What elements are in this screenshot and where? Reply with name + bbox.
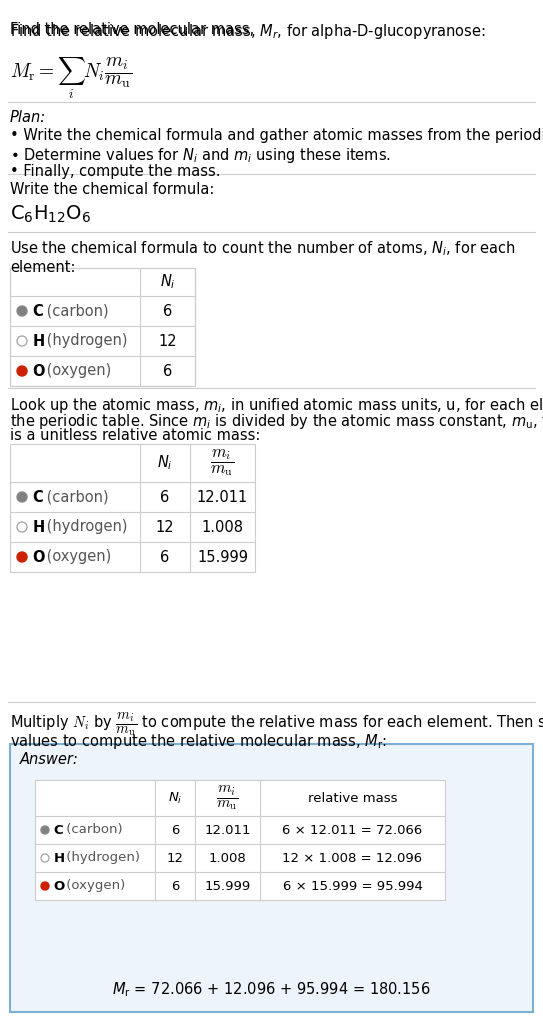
Text: 6: 6 (160, 489, 169, 505)
Text: • Write the chemical formula and gather atomic masses from the periodic table.: • Write the chemical formula and gather … (10, 128, 543, 143)
Text: 15.999: 15.999 (204, 879, 251, 893)
Text: $\bf{O}$: $\bf{O}$ (32, 363, 46, 379)
Text: 6: 6 (163, 363, 172, 379)
Text: • Determine values for $N_i$ and $m_i$ using these items.: • Determine values for $N_i$ and $m_i$ u… (10, 146, 391, 165)
Text: Find the relative molecular mass, $M_r$, for alpha-D-glucopyranose:: Find the relative molecular mass, $M_r$,… (10, 22, 486, 41)
Text: 12: 12 (158, 333, 177, 349)
Text: (oxygen): (oxygen) (62, 879, 125, 893)
Text: Find the relative molecular mass,: Find the relative molecular mass, (10, 22, 259, 37)
Text: (carbon): (carbon) (42, 303, 109, 319)
Text: 12.011: 12.011 (197, 489, 248, 505)
Text: $N_i$: $N_i$ (160, 272, 175, 291)
Text: $\dfrac{m_i}{m_\mathrm{u}}$: $\dfrac{m_i}{m_\mathrm{u}}$ (211, 448, 235, 479)
Text: (hydrogen): (hydrogen) (62, 851, 140, 865)
Text: 12.011: 12.011 (204, 824, 251, 837)
Text: $\bf{H}$: $\bf{H}$ (32, 333, 45, 349)
Text: 1.008: 1.008 (209, 851, 247, 865)
FancyBboxPatch shape (35, 780, 445, 900)
Text: $\dfrac{m_i}{m_\mathrm{u}}$: $\dfrac{m_i}{m_\mathrm{u}}$ (216, 784, 239, 812)
Text: is a unitless relative atomic mass:: is a unitless relative atomic mass: (10, 428, 261, 443)
Text: Write the chemical formula:: Write the chemical formula: (10, 182, 214, 197)
Circle shape (41, 826, 49, 834)
Circle shape (17, 366, 27, 376)
Text: $\bf{C}$: $\bf{C}$ (32, 489, 44, 505)
FancyBboxPatch shape (10, 744, 533, 1012)
Text: (hydrogen): (hydrogen) (42, 333, 128, 349)
Text: (carbon): (carbon) (42, 489, 109, 505)
Text: 15.999: 15.999 (197, 549, 248, 565)
Circle shape (17, 307, 27, 316)
Text: (oxygen): (oxygen) (42, 363, 111, 379)
Text: $\bf{C}$: $\bf{C}$ (53, 824, 64, 837)
Text: $\bf{O}$: $\bf{O}$ (32, 549, 46, 565)
Text: 12: 12 (156, 519, 174, 535)
Text: 6: 6 (160, 549, 169, 565)
Text: $M_\mathrm{r}$ = 72.066 + 12.096 + 95.994 = 180.156: $M_\mathrm{r}$ = 72.066 + 12.096 + 95.99… (112, 980, 431, 999)
Circle shape (17, 492, 27, 502)
Text: Plan:: Plan: (10, 110, 46, 125)
Circle shape (41, 882, 49, 890)
Text: • Finally, compute the mass.: • Finally, compute the mass. (10, 164, 220, 179)
Text: Look up the atomic mass, $m_i$, in unified atomic mass units, u, for each elemen: Look up the atomic mass, $m_i$, in unifi… (10, 396, 543, 415)
Text: Answer:: Answer: (20, 752, 79, 767)
Text: (carbon): (carbon) (62, 824, 123, 837)
Text: the periodic table. Since $m_i$ is divided by the atomic mass constant, $m_\math: the periodic table. Since $m_i$ is divid… (10, 412, 543, 431)
Text: 6: 6 (171, 824, 179, 837)
Text: $\bf{H}$: $\bf{H}$ (32, 519, 45, 535)
Text: Use the chemical formula to count the number of atoms, $N_i$, for each element:: Use the chemical formula to count the nu… (10, 239, 516, 276)
Text: 6: 6 (163, 303, 172, 319)
Text: $M_\mathrm{r} = \sum_i N_i \dfrac{m_i}{m_\mathrm{u}}$: $M_\mathrm{r} = \sum_i N_i \dfrac{m_i}{m… (10, 56, 133, 101)
Text: values to compute the relative molecular mass, $M_\mathrm{r}$:: values to compute the relative molecular… (10, 732, 387, 751)
Circle shape (41, 854, 49, 862)
Text: $N_i$: $N_i$ (157, 454, 173, 473)
Text: $\bf{O}$: $\bf{O}$ (53, 879, 66, 893)
Text: 6: 6 (171, 879, 179, 893)
Text: (hydrogen): (hydrogen) (42, 519, 128, 535)
Text: relative mass: relative mass (308, 792, 397, 805)
Text: 6 × 15.999 = 95.994: 6 × 15.999 = 95.994 (282, 879, 422, 893)
Circle shape (17, 552, 27, 562)
FancyBboxPatch shape (10, 268, 195, 386)
Text: $N_i$: $N_i$ (168, 791, 182, 806)
Text: 6 × 12.011 = 72.066: 6 × 12.011 = 72.066 (282, 824, 422, 837)
Circle shape (17, 522, 27, 533)
Text: 12: 12 (167, 851, 184, 865)
Text: 12 × 1.008 = 12.096: 12 × 1.008 = 12.096 (282, 851, 422, 865)
Text: $\mathrm{C_6H_{12}O_6}$: $\mathrm{C_6H_{12}O_6}$ (10, 204, 91, 225)
Text: $\bf{H}$: $\bf{H}$ (53, 851, 65, 865)
Text: Multiply $N_i$ by $\dfrac{m_i}{m_\mathrm{u}}$ to compute the relative mass for e: Multiply $N_i$ by $\dfrac{m_i}{m_\mathrm… (10, 710, 543, 738)
FancyBboxPatch shape (10, 444, 255, 572)
Circle shape (17, 336, 27, 346)
Text: $\bf{C}$: $\bf{C}$ (32, 303, 44, 319)
Text: 1.008: 1.008 (201, 519, 243, 535)
Text: (oxygen): (oxygen) (42, 549, 111, 565)
